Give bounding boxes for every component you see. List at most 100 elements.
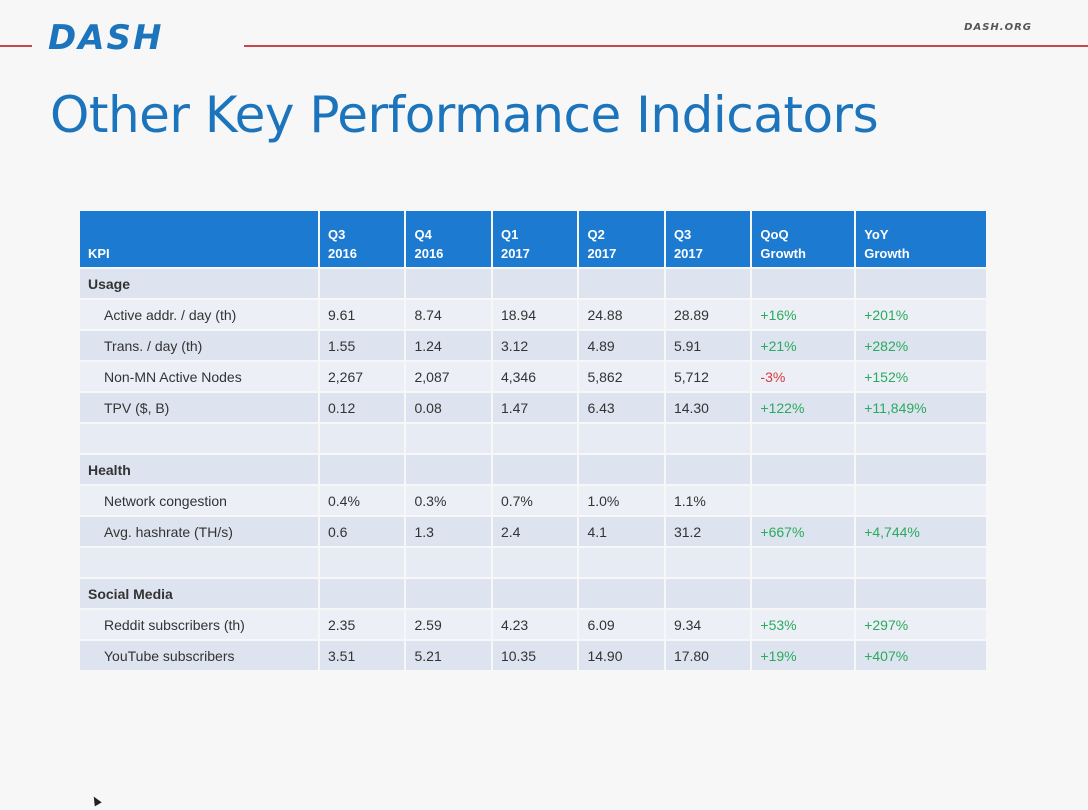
- kpi-label: Reddit subscribers (th): [80, 610, 318, 639]
- cell-value: 2,087: [406, 362, 491, 391]
- cell-value: 2.4: [492, 517, 578, 546]
- cell-value: 1.0%: [579, 486, 664, 515]
- header-kpi: KPI: [80, 211, 318, 267]
- cell-value: 18.94: [492, 300, 578, 329]
- header-q3-2017: Q3 2017: [665, 211, 751, 267]
- cell-value: 1.24: [406, 331, 491, 360]
- kpi-label: Avg. hashrate (TH/s): [80, 517, 318, 546]
- header-line2: 2016: [414, 246, 444, 261]
- header-line2: 2016: [328, 246, 357, 261]
- cell-value: 2.35: [320, 610, 405, 639]
- header-line2: 2017: [500, 246, 530, 261]
- cell-value: 2,267: [320, 362, 405, 391]
- table-row: Non-MN Active Nodes 2,267 2,087 4,346 5,…: [80, 362, 986, 391]
- cell-value: 4.89: [579, 331, 664, 360]
- header-line1: QoQ: [760, 227, 789, 242]
- cell-value: 5,712: [665, 362, 751, 391]
- header-line1: Q3: [328, 227, 346, 242]
- dash-logo: DASH: [48, 18, 164, 58]
- cell-value: 4.23: [492, 610, 578, 639]
- cell-value: 0.7%: [492, 486, 578, 515]
- cell-value: 6.43: [579, 393, 664, 422]
- yoy-growth: +201%: [856, 300, 986, 329]
- cell-value: 1.1%: [665, 486, 751, 515]
- cell-value: 1.47: [492, 393, 578, 422]
- table-header-row: KPI Q3 2016 Q4 2016 Q1 2017 Q2 2017 Q3 2017 Q…: [80, 211, 986, 267]
- section-usage: Usage: [80, 269, 986, 298]
- header-line1: Q1: [500, 227, 519, 242]
- spacer-row: [80, 548, 986, 577]
- cell-value: 8.74: [406, 300, 491, 329]
- yoy-growth: +282%: [856, 331, 986, 360]
- table-row: TPV ($, B) 0.12 0.08 1.47 6.43 14.30 +12…: [80, 393, 986, 422]
- yoy-growth: +4,744%: [856, 517, 986, 546]
- cell-value: 1.55: [320, 331, 405, 360]
- header-line2: 2017: [587, 246, 617, 261]
- header-q1-2017: Q1 2017: [492, 211, 578, 267]
- header-q2-2017: Q2 2017: [579, 211, 664, 267]
- section-label: Usage: [80, 269, 318, 298]
- qoq-growth: +19%: [752, 641, 855, 670]
- cell-value: 4.1: [579, 517, 664, 546]
- cell-value: 2.59: [406, 610, 491, 639]
- table-row: Reddit subscribers (th) 2.35 2.59 4.23 6…: [80, 610, 986, 639]
- kpi-label: YouTube subscribers: [80, 641, 318, 670]
- table-row: YouTube subscribers 3.51 5.21 10.35 14.9…: [80, 641, 986, 670]
- cell-value: 1.3: [406, 517, 491, 546]
- kpi-table: KPI Q3 2016 Q4 2016 Q1 2017 Q2 2017 Q3 2017 Q…: [78, 209, 988, 672]
- header-qoq-growth: QoQ Growth: [752, 211, 855, 267]
- header-yoy-growth: YoY Growth: [856, 211, 986, 267]
- table-row: Network congestion 0.4% 0.3% 0.7% 1.0% 1…: [80, 486, 986, 515]
- header-line1: Q2: [587, 227, 605, 242]
- section-social-media: Social Media: [80, 579, 986, 608]
- qoq-growth: +16%: [752, 300, 855, 329]
- header-line1: Q4: [414, 227, 432, 242]
- table-row: Trans. / day (th) 1.55 1.24 3.12 4.89 5.…: [80, 331, 986, 360]
- cell-value: 6.09: [579, 610, 664, 639]
- cell-value: 5.21: [406, 641, 491, 670]
- kpi-label: Active addr. / day (th): [80, 300, 318, 329]
- yoy-growth: [856, 486, 986, 515]
- kpi-label: Network congestion: [80, 486, 318, 515]
- header-line1: Q3: [673, 227, 692, 242]
- cell-value: 24.88: [579, 300, 664, 329]
- header-rule-right: [244, 45, 1088, 47]
- header-q3-2016: Q3 2016: [320, 211, 405, 267]
- cell-value: 0.08: [406, 393, 491, 422]
- table-row: Avg. hashrate (TH/s) 0.6 1.3 2.4 4.1 31.…: [80, 517, 986, 546]
- cell-value: 0.12: [320, 393, 405, 422]
- qoq-growth: [752, 486, 855, 515]
- slide-title: Other Key Performance Indicators: [50, 86, 879, 144]
- qoq-growth: +53%: [752, 610, 855, 639]
- site-url: DASH.ORG: [964, 22, 1032, 33]
- header-line2: Growth: [760, 246, 806, 261]
- section-label: Social Media: [80, 579, 318, 608]
- kpi-label: Non-MN Active Nodes: [80, 362, 318, 391]
- kpi-label: Trans. / day (th): [80, 331, 318, 360]
- table-row: Active addr. / day (th) 9.61 8.74 18.94 …: [80, 300, 986, 329]
- spacer-row: [80, 424, 986, 453]
- qoq-growth: +667%: [752, 517, 855, 546]
- qoq-growth: -3%: [752, 362, 855, 391]
- cell-value: 0.3%: [406, 486, 491, 515]
- cell-value: 14.90: [579, 641, 664, 670]
- cell-value: 5.91: [665, 331, 751, 360]
- header-q4-2016: Q4 2016: [406, 211, 491, 267]
- qoq-growth: +122%: [752, 393, 855, 422]
- cell-value: 9.34: [665, 610, 751, 639]
- yoy-growth: +407%: [856, 641, 986, 670]
- header-line1: YoY: [864, 227, 889, 242]
- cell-value: 9.61: [320, 300, 405, 329]
- kpi-label: TPV ($, B): [80, 393, 318, 422]
- yoy-growth: +11,849%: [856, 393, 986, 422]
- header-line2: Growth: [864, 246, 910, 261]
- cell-value: 14.30: [665, 393, 751, 422]
- header-kpi-label: KPI: [88, 246, 110, 261]
- yoy-growth: +152%: [856, 362, 986, 391]
- cell-value: 10.35: [492, 641, 578, 670]
- cell-value: 31.2: [665, 517, 751, 546]
- cell-value: 0.4%: [320, 486, 405, 515]
- yoy-growth: +297%: [856, 610, 986, 639]
- cell-value: 5,862: [579, 362, 664, 391]
- cell-value: 0.6: [320, 517, 405, 546]
